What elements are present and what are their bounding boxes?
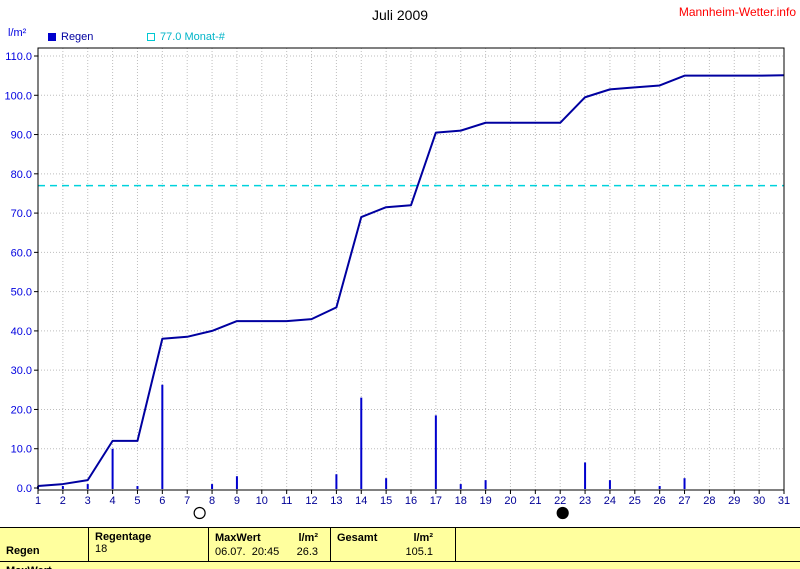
- new-moon-marker: [556, 506, 569, 520]
- maxwert-unit-label: l/m²: [298, 532, 318, 544]
- regentage-value: 18: [95, 543, 108, 555]
- x-tick-label: 9: [234, 495, 240, 507]
- x-tick-label: 18: [455, 495, 467, 507]
- y-tick-label: 50.0: [11, 287, 32, 299]
- x-tick-label: 4: [110, 495, 116, 507]
- y-tick-label: 10.0: [11, 444, 32, 456]
- gesamt-value: 105.1: [405, 546, 433, 558]
- x-tick-label: 19: [479, 495, 491, 507]
- y-tick-label: 60.0: [11, 247, 32, 259]
- x-tick-label: 30: [753, 495, 765, 507]
- x-tick-label: 26: [654, 495, 666, 507]
- x-tick-label: 12: [305, 495, 317, 507]
- x-tick-label: 24: [604, 495, 616, 507]
- x-tick-label: 28: [703, 495, 715, 507]
- x-tick-label: 27: [678, 495, 690, 507]
- x-tick-label: 3: [85, 495, 91, 507]
- maxwert-cell: MaxWert l/m² 06.07. 20:45 26.3: [208, 528, 330, 561]
- maxwert-datetime: 06.07. 20:45: [215, 546, 280, 558]
- x-tick-label: 31: [778, 495, 790, 507]
- x-tick-label: 23: [579, 495, 591, 507]
- x-tick-label: 29: [728, 495, 740, 507]
- y-tick-label: 70.0: [11, 208, 32, 220]
- month-avg-swatch-icon: [147, 33, 155, 41]
- y-tick-label: 80.0: [11, 169, 32, 181]
- summary-table: Regen Regentage 18 MaxWert l/m² 06.07. 2…: [0, 527, 800, 569]
- cumulative-rain-line: [37, 74, 785, 488]
- x-tick-label: 15: [380, 495, 392, 507]
- y-axis-unit-label: l/m²: [8, 27, 27, 39]
- row-label-maxwert: MaxWert: [6, 565, 52, 569]
- x-tick-label: 7: [184, 495, 190, 507]
- y-tick-label: 100.0: [4, 90, 32, 102]
- legend-item-regen: Regen: [48, 31, 93, 43]
- x-tick-label: 1: [35, 495, 41, 507]
- x-tick-label: 25: [629, 495, 641, 507]
- y-tick-label: 20.0: [11, 404, 32, 416]
- x-tick-label: 22: [554, 495, 566, 507]
- empty-cell: [455, 528, 800, 561]
- y-tick-label: 30.0: [11, 365, 32, 377]
- x-tick-label: 16: [405, 495, 417, 507]
- x-tick-label: 5: [134, 495, 140, 507]
- y-tick-label: 0.0: [17, 483, 32, 495]
- x-tick-label: 21: [529, 495, 541, 507]
- x-tick-label: 11: [281, 495, 292, 507]
- maxwert-amount: 26.3: [296, 546, 318, 558]
- regen-swatch-icon: [48, 33, 56, 41]
- maxwert-row: MaxWert: [0, 561, 800, 569]
- row-label-regen: Regen: [6, 545, 40, 557]
- x-tick-label: 8: [209, 495, 215, 507]
- regentage-header: Regentage: [95, 531, 152, 543]
- row-label-cell: Regen: [0, 528, 88, 561]
- y-tick-label: 110.0: [5, 51, 32, 63]
- y-tick-label: 90.0: [11, 130, 32, 142]
- plot-border: [37, 47, 785, 491]
- gesamt-cell: Gesamt l/m² 105.1: [330, 528, 455, 561]
- maxwert-header: MaxWert: [215, 532, 261, 544]
- legend-month-avg-label: 77.0 Monat-#: [160, 31, 225, 43]
- x-tick-label: 17: [430, 495, 442, 507]
- full-moon-marker: [193, 506, 206, 520]
- x-tick-label: 10: [256, 495, 268, 507]
- rain-chart: 0.0 10.0 20.0 30.0 40.0 50.0 60.0 70.0 80.0 90.0 1…: [4, 47, 790, 520]
- legend-regen-label: Regen: [61, 31, 94, 43]
- gesamt-unit-label: l/m²: [413, 532, 433, 544]
- page-title: Juli 2009: [371, 7, 429, 23]
- y-tick-label: 40.0: [11, 326, 32, 338]
- brand-link[interactable]: Mannheim-Wetter.info: [678, 5, 796, 19]
- x-tick-label: 13: [330, 495, 342, 507]
- regentage-cell: Regentage 18: [88, 528, 208, 561]
- x-tick-label: 20: [504, 495, 516, 507]
- x-tick-label: 6: [159, 495, 165, 507]
- gesamt-header: Gesamt: [337, 532, 378, 544]
- legend-item-month-avg: 77.0 Monat-#: [147, 31, 225, 43]
- x-tick-label: 2: [60, 495, 66, 507]
- x-tick-label: 14: [355, 495, 367, 507]
